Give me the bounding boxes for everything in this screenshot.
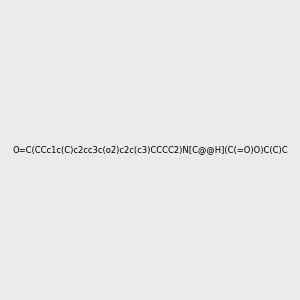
Text: O=C(CCc1c(C)c2cc3c(o2)c2c(c3)CCCC2)N[C@@H](C(=O)O)C(C)C: O=C(CCc1c(C)c2cc3c(o2)c2c(c3)CCCC2)N[C@@…	[12, 146, 288, 154]
